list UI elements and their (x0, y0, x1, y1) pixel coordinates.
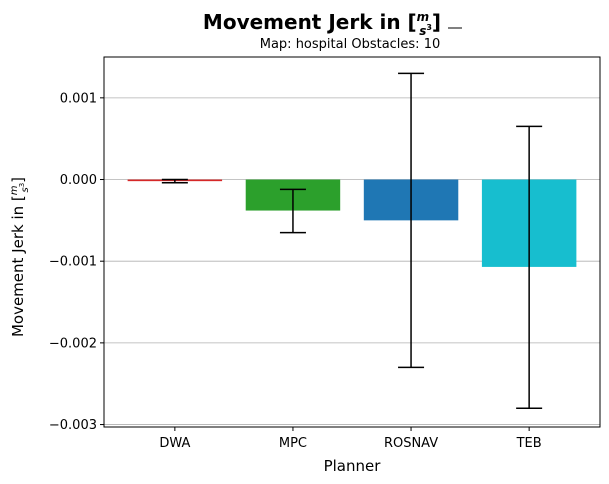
x-ticks-layer: DWA MPC ROSNAV TEB (159, 427, 542, 451)
chart-title-frac-den: s (419, 24, 426, 38)
x-tick-label-dwa: DWA (159, 436, 190, 451)
chart-title-frac-exp: 3 (426, 23, 432, 32)
y-tick-label: 0.000 (60, 173, 97, 188)
x-axis-label: Planner (324, 457, 382, 475)
y-ticks-layer: 0.001 0.000 −0.001 −0.002 −0.003 (49, 91, 104, 433)
chart-subtitle: Map: hospital Obstacles: 10 (260, 37, 441, 52)
chart-title: Movement Jerk in [m s3] (203, 10, 441, 38)
bars-layer (127, 179, 577, 267)
y-tick-label: 0.001 (60, 91, 97, 106)
x-tick-label-mpc: MPC (279, 436, 307, 451)
y-tick-label: −0.001 (49, 255, 97, 270)
y-tick-label: −0.003 (49, 418, 97, 433)
plot-frame (103, 56, 601, 428)
y-axis-label-frac-exp: 3 (18, 183, 26, 187)
y-axis-label-close: ] (9, 177, 27, 183)
y-axis-label-text: Movement Jerk in [ (9, 195, 27, 337)
y-tick-label: −0.002 (49, 336, 97, 351)
y-axis-label-frac-den: s (20, 187, 31, 192)
x-tick-label-teb: TEB (516, 436, 542, 451)
error-bars-layer (161, 72, 543, 409)
y-axis-label-frac-num: m (9, 185, 20, 195)
y-axis-label: Movement Jerk in [ms3] (9, 177, 31, 337)
chart-title-close: ] (432, 10, 441, 34)
svg-text:Movement Jerk in [ms3]: Movement Jerk in [ms3] (9, 177, 31, 337)
chart-title-frac-num: m (417, 10, 430, 24)
x-tick-label-rosnav: ROSNAV (384, 436, 438, 451)
chart-title-text: Movement Jerk in [ (203, 10, 417, 34)
